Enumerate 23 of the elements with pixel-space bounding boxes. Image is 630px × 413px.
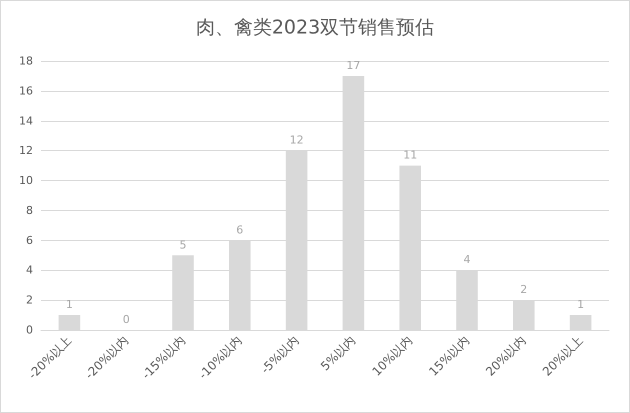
y-tick-label: 8 bbox=[26, 204, 33, 217]
data-label: 12 bbox=[290, 134, 304, 147]
data-label: 11 bbox=[403, 148, 418, 162]
x-tick-label: 5%以内 bbox=[318, 333, 358, 374]
y-tick-label: 14 bbox=[19, 114, 33, 128]
data-label: 2 bbox=[520, 283, 528, 296]
data-label: 1 bbox=[66, 298, 73, 312]
y-tick-label: 16 bbox=[19, 84, 33, 98]
y-tick-label: 4 bbox=[26, 264, 33, 277]
data-label: 6 bbox=[236, 223, 244, 236]
x-tick-label: -5%以内 bbox=[258, 333, 302, 376]
y-tick-label: 12 bbox=[19, 144, 33, 158]
y-tick-label: 0 bbox=[26, 324, 33, 336]
data-label: 5 bbox=[180, 238, 186, 252]
y-tick-label: 18 bbox=[19, 54, 33, 68]
y-tick-label: 10 bbox=[19, 174, 33, 188]
y-tick-label: 6 bbox=[26, 234, 33, 247]
data-label: 4 bbox=[464, 253, 470, 266]
data-label: 1 bbox=[577, 298, 584, 312]
data-label: 0 bbox=[122, 313, 130, 326]
data-label: 17 bbox=[346, 58, 360, 72]
y-tick-label: 2 bbox=[26, 294, 33, 307]
chart-title: 肉、禽类2023双节销售预估 bbox=[196, 16, 434, 38]
